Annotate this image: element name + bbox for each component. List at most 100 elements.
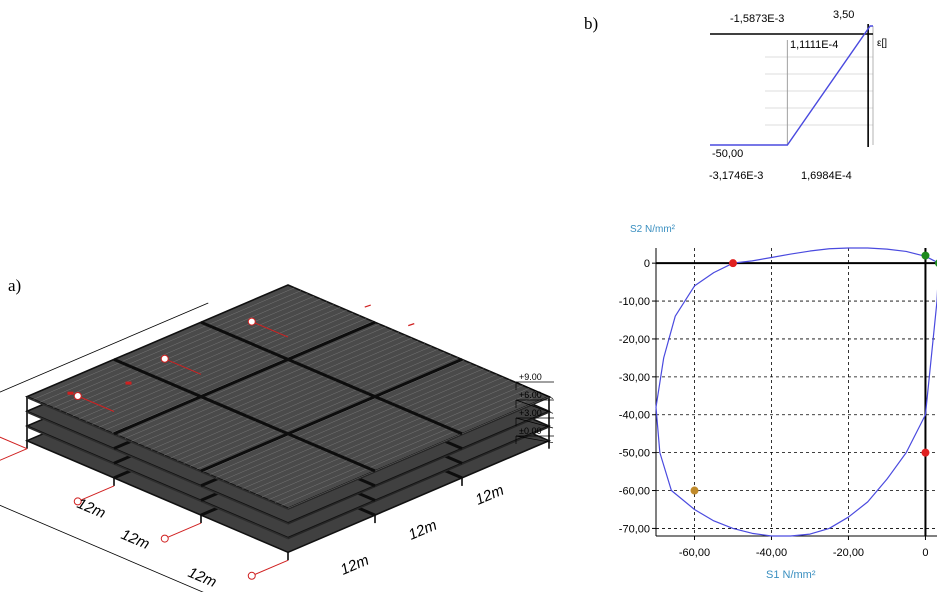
data-marker (921, 251, 930, 260)
dimension-extension (251, 559, 289, 577)
x-tick-label: -20,00 (833, 547, 864, 559)
annotation-label: -1,5873E-3 (730, 13, 784, 25)
series-line (710, 25, 873, 146)
slab-hatch-line (85, 309, 347, 422)
slab-hatch-line (72, 304, 334, 417)
beam-line (113, 358, 376, 473)
beam-line (113, 320, 376, 436)
strain-chart-body: -1,5873E-3 3,50 1,1111E-4 -50,00 ε[] -3,1746E… (709, 9, 887, 182)
x-tick-label: -40,00 (756, 547, 787, 559)
envelope-curve (655, 247, 937, 537)
slab-hatch-line (79, 307, 341, 420)
stress-strain-chart: -1,5873E-3 3,50 1,1111E-4 -50,00 ε[] -3,1746E… (709, 9, 887, 182)
x-tick-label: -3,1746E-3 (709, 170, 763, 182)
panel-b-label: b) (584, 14, 599, 33)
grid-marker (73, 497, 82, 506)
beam-line (200, 320, 463, 436)
slab-hatch-line (242, 376, 504, 489)
dimension-extension (164, 522, 202, 540)
level-label: ±0.00 (519, 426, 541, 436)
dimension-extension (77, 395, 115, 412)
axis-unit-label: ε[] (877, 38, 887, 49)
beam-line (200, 358, 463, 473)
slab-edge (288, 396, 549, 510)
slab-hatch-line (157, 340, 419, 453)
slab-hatch-line (216, 365, 478, 478)
level-label: +9.00 (519, 372, 542, 382)
level-leader (515, 435, 554, 444)
envelope-chart-body: 0 -10,00 -20,00 -30,00 -40,00 -50,00 -60,00 -70… (619, 224, 937, 581)
section-mark (125, 381, 132, 385)
grid-marker (73, 392, 82, 400)
slab-hatch-line (229, 371, 491, 484)
panel-a-label: a) (8, 276, 22, 295)
x-axis-title: S1 N/mm² (766, 569, 816, 581)
grid-marker (247, 571, 256, 580)
level-leader (515, 417, 554, 429)
y-axis-title: S2 N/mm² (630, 224, 676, 235)
slab-hatch-line (59, 298, 321, 411)
slab-hatch-line (183, 351, 445, 464)
slab-hatch-line (131, 329, 393, 442)
slab-hatch-line (209, 362, 471, 475)
level-leader (515, 399, 554, 414)
section-mark (67, 391, 74, 395)
dimension-extension (164, 358, 202, 375)
data-marker (690, 486, 699, 495)
slab-hatch-line (170, 346, 432, 459)
y-tick-label: -10,00 (619, 296, 650, 308)
grid-marker (247, 317, 256, 326)
data-marker (934, 259, 937, 267)
slab-edge (288, 426, 549, 540)
y-tick-label: -50,00 (619, 448, 650, 460)
slab-hatch-line (66, 301, 328, 414)
slab-hatch-line (111, 321, 373, 434)
slab-hatch-line (287, 396, 550, 509)
slab-edge (27, 396, 288, 510)
slab-hatch-line (281, 393, 543, 506)
grid-marker (160, 534, 169, 543)
slab-hatch-line (150, 337, 413, 450)
x-tick-label: -60,00 (679, 547, 710, 559)
level-label: +6.00 (519, 390, 542, 400)
grid-marker (160, 354, 169, 363)
y-tick-label: -70,00 (619, 523, 650, 535)
slab-hatch-line (176, 348, 439, 461)
dimension-line (0, 302, 209, 393)
slab-hatch-line (248, 379, 510, 492)
slab-hatch-line (163, 343, 426, 456)
slab-hatch-line (196, 357, 458, 470)
annotation-label: 3,50 (833, 9, 854, 21)
slab-hatch-line (33, 287, 295, 400)
slab-edge (27, 411, 288, 525)
slab-hatch-line (124, 326, 386, 439)
y-tick-label: -30,00 (619, 372, 650, 384)
dimension-line (0, 504, 204, 592)
x-tick-label: 1,6984E-4 (801, 170, 852, 182)
slab-hatch-line (118, 323, 380, 436)
data-marker (728, 259, 737, 268)
section-mark (364, 304, 371, 308)
slab-hatch-line (222, 368, 484, 481)
slab-hatch-line (203, 360, 465, 473)
y-tick-label: -60,00 (619, 486, 650, 498)
slab-hatch-line (268, 388, 530, 501)
annotation-label: 1,1111E-4 (790, 39, 838, 51)
slab-hatch-line (235, 374, 497, 487)
y-tick-label: 0 (644, 258, 650, 270)
annotation-label: -50,00 (712, 148, 743, 160)
slab-hatch-line (144, 335, 406, 448)
slab-hatch-line (92, 312, 354, 425)
slab-hatch-line (261, 385, 523, 498)
slab-hatch-line (137, 332, 400, 445)
dimension-extension (0, 436, 28, 450)
x-tick-label: 0 (922, 547, 928, 559)
y-tick-label: -20,00 (619, 334, 650, 346)
level-leader (515, 381, 554, 399)
y-tick-label: -40,00 (619, 410, 650, 422)
section-mark (408, 323, 415, 327)
slab-hatch-line (274, 390, 537, 503)
